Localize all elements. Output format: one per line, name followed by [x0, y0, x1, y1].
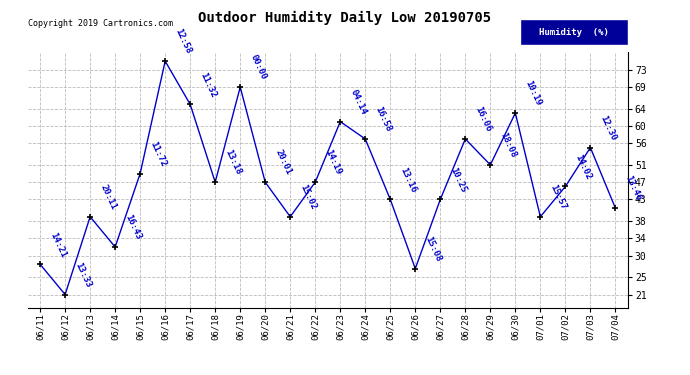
- Text: 14:21: 14:21: [48, 231, 68, 259]
- Text: 00:00: 00:00: [248, 53, 268, 81]
- Text: 20:01: 20:01: [273, 148, 293, 177]
- Text: 11:72: 11:72: [148, 140, 168, 168]
- Text: 15:02: 15:02: [299, 183, 318, 211]
- FancyBboxPatch shape: [520, 20, 628, 45]
- Text: 12:30: 12:30: [599, 114, 618, 142]
- Text: 13:18: 13:18: [224, 148, 243, 177]
- Text: 10:19: 10:19: [524, 79, 543, 108]
- Text: 12:58: 12:58: [173, 27, 193, 56]
- Text: 13:46: 13:46: [624, 174, 643, 202]
- Text: 15:08: 15:08: [424, 235, 443, 263]
- Text: 15:57: 15:57: [549, 183, 568, 211]
- Text: 16:58: 16:58: [373, 105, 393, 134]
- Text: 11:32: 11:32: [199, 70, 218, 99]
- Text: Copyright 2019 Cartronics.com: Copyright 2019 Cartronics.com: [28, 20, 172, 28]
- Text: 10:25: 10:25: [448, 166, 468, 194]
- Text: 20:11: 20:11: [99, 183, 118, 211]
- Text: 14:02: 14:02: [573, 153, 593, 181]
- Text: 13:16: 13:16: [399, 166, 418, 194]
- Text: Outdoor Humidity Daily Low 20190705: Outdoor Humidity Daily Low 20190705: [199, 11, 491, 26]
- Text: 16:43: 16:43: [124, 213, 143, 242]
- Text: 16:06: 16:06: [473, 105, 493, 134]
- Text: Humidity  (%): Humidity (%): [539, 28, 609, 37]
- Text: 14:19: 14:19: [324, 148, 343, 177]
- Text: 13:33: 13:33: [73, 261, 93, 289]
- Text: 18:08: 18:08: [499, 131, 518, 159]
- Text: 04:14: 04:14: [348, 88, 368, 116]
